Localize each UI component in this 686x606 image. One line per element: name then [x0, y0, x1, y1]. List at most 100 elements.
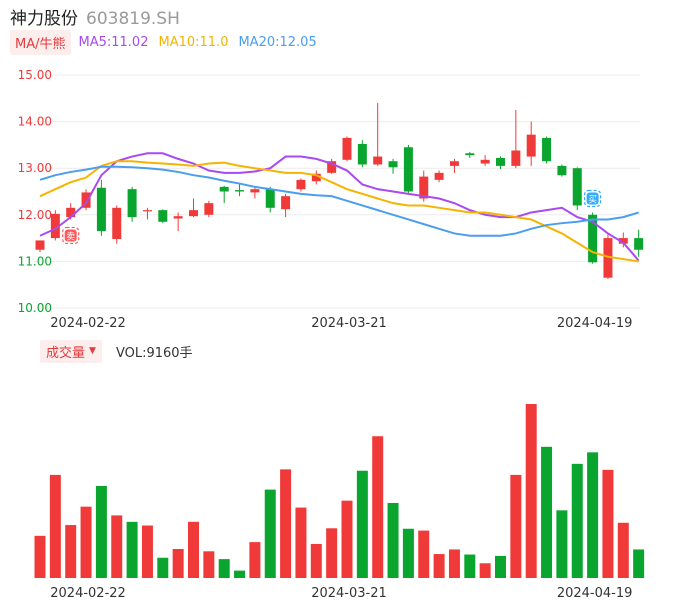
signal-markers: 卖买 [62, 189, 602, 245]
volume-bar [341, 500, 353, 578]
candle-body [480, 159, 490, 164]
ma20-value: MA20:12.05 [238, 34, 317, 50]
candle-body [66, 207, 76, 218]
candle-body [572, 168, 582, 206]
candle-body [634, 238, 644, 250]
marker-frame [583, 189, 602, 208]
date-tick-label: 2024-04-19 [557, 586, 633, 601]
volume-bar [617, 522, 629, 578]
candle-body [250, 189, 260, 193]
volume-bar [188, 521, 199, 578]
volume-bar [556, 510, 568, 578]
candle-body [281, 196, 291, 210]
volume-bar [464, 554, 476, 578]
candle-body [50, 213, 60, 239]
candle-body [311, 173, 321, 182]
marker-frame [62, 226, 80, 245]
ma5-line [39, 152, 640, 262]
candle-body [96, 187, 106, 232]
candle-body [189, 210, 198, 217]
volume-legend: 成交量 ▼ VOL:9160手 [40, 339, 193, 363]
marker-fill [64, 229, 77, 242]
candle-body [388, 161, 398, 168]
candle-body [342, 137, 352, 160]
volume-bar [387, 502, 399, 578]
candle-body [373, 156, 383, 165]
candle-body [35, 240, 45, 250]
date-tick-label: 2024-03-21 [311, 586, 387, 601]
stock-name: 神力股份 [10, 9, 78, 29]
candle-body [588, 214, 598, 263]
price-axis: 15.00 14.00 13.00 12.00 11.00 10.00 [18, 68, 52, 315]
volume-bar [80, 506, 92, 578]
candle-body [204, 203, 214, 215]
volume-bar [310, 543, 322, 578]
volume-indicator-dropdown[interactable]: 成交量 ▼ [40, 339, 102, 363]
sell-marker-icon: 卖 [62, 226, 80, 245]
price-date-axis: 2024-02-22 2024-03-21 2024-04-19 [50, 316, 632, 331]
volume-bar [49, 474, 61, 578]
candle-body [434, 172, 444, 180]
ma-legend: MA/牛熊 MA5:11.02 MA10:11.0 MA20:12.05 [10, 29, 327, 55]
candle-body [526, 134, 536, 157]
moving-average-lines [39, 152, 640, 263]
candle-body [496, 157, 505, 166]
price-tick-label: 12.00 [18, 208, 52, 222]
volume-value: VOL:9160手 [115, 345, 193, 361]
volume-indicator-label: 成交量 [46, 345, 86, 361]
ma-toggle-button[interactable]: MA/牛熊 [10, 29, 71, 55]
volume-bar [218, 559, 230, 578]
ma20-line [39, 165, 639, 237]
price-tick-label: 11.00 [18, 254, 52, 268]
price-tick-label: 15.00 [18, 68, 52, 82]
buy-marker-icon: 买 [583, 189, 602, 208]
ma10-line [39, 160, 639, 263]
volume-bar [65, 525, 77, 578]
candle-body [219, 186, 229, 192]
volume-date-axis: 2024-02-22 2024-03-21 2024-04-19 [50, 586, 632, 601]
candle-body [542, 137, 552, 162]
price-gridlines [34, 74, 640, 309]
volume-bar [126, 521, 138, 578]
candle-body [173, 216, 183, 219]
volume-bar [295, 507, 307, 578]
candle-body [127, 189, 137, 218]
date-tick-label: 2024-03-21 [311, 316, 387, 331]
price-tick-label: 14.00 [18, 115, 52, 129]
volume-bar [372, 436, 384, 578]
volume-bar [111, 515, 123, 578]
volume-bar [402, 528, 414, 578]
volume-bar [203, 551, 215, 578]
volume-bar [157, 557, 169, 578]
volume-bar [510, 474, 522, 578]
date-tick-label: 2024-04-19 [557, 316, 633, 331]
volume-bar [95, 485, 107, 578]
candle-body [357, 143, 367, 165]
price-tick-label: 10.00 [18, 301, 52, 315]
volume-bar [172, 549, 184, 578]
candle-body [142, 210, 152, 212]
candle-body [603, 238, 613, 278]
ma5-value: MA5:11.02 [78, 34, 149, 50]
volume-bar [602, 469, 614, 578]
volume-bar [280, 469, 292, 578]
volume-bar [495, 555, 506, 578]
candle-body [235, 190, 245, 192]
caret-down-icon: ▼ [89, 346, 96, 356]
candle-body [419, 176, 429, 199]
marker-fill [586, 192, 599, 205]
price-tick-label: 13.00 [18, 161, 52, 175]
candle-body [449, 161, 459, 166]
candle-body [403, 147, 413, 192]
candlestick-series [35, 102, 644, 280]
marker-glyph: 买 [588, 194, 597, 205]
candle-body [618, 238, 628, 244]
volume-bars [34, 404, 645, 578]
volume-bar [479, 563, 491, 578]
candle-body [296, 179, 306, 190]
candle-body [158, 210, 168, 222]
volume-bar [34, 535, 46, 578]
volume-bar [633, 549, 645, 578]
volume-bar [141, 525, 153, 578]
volume-bar [433, 554, 445, 578]
